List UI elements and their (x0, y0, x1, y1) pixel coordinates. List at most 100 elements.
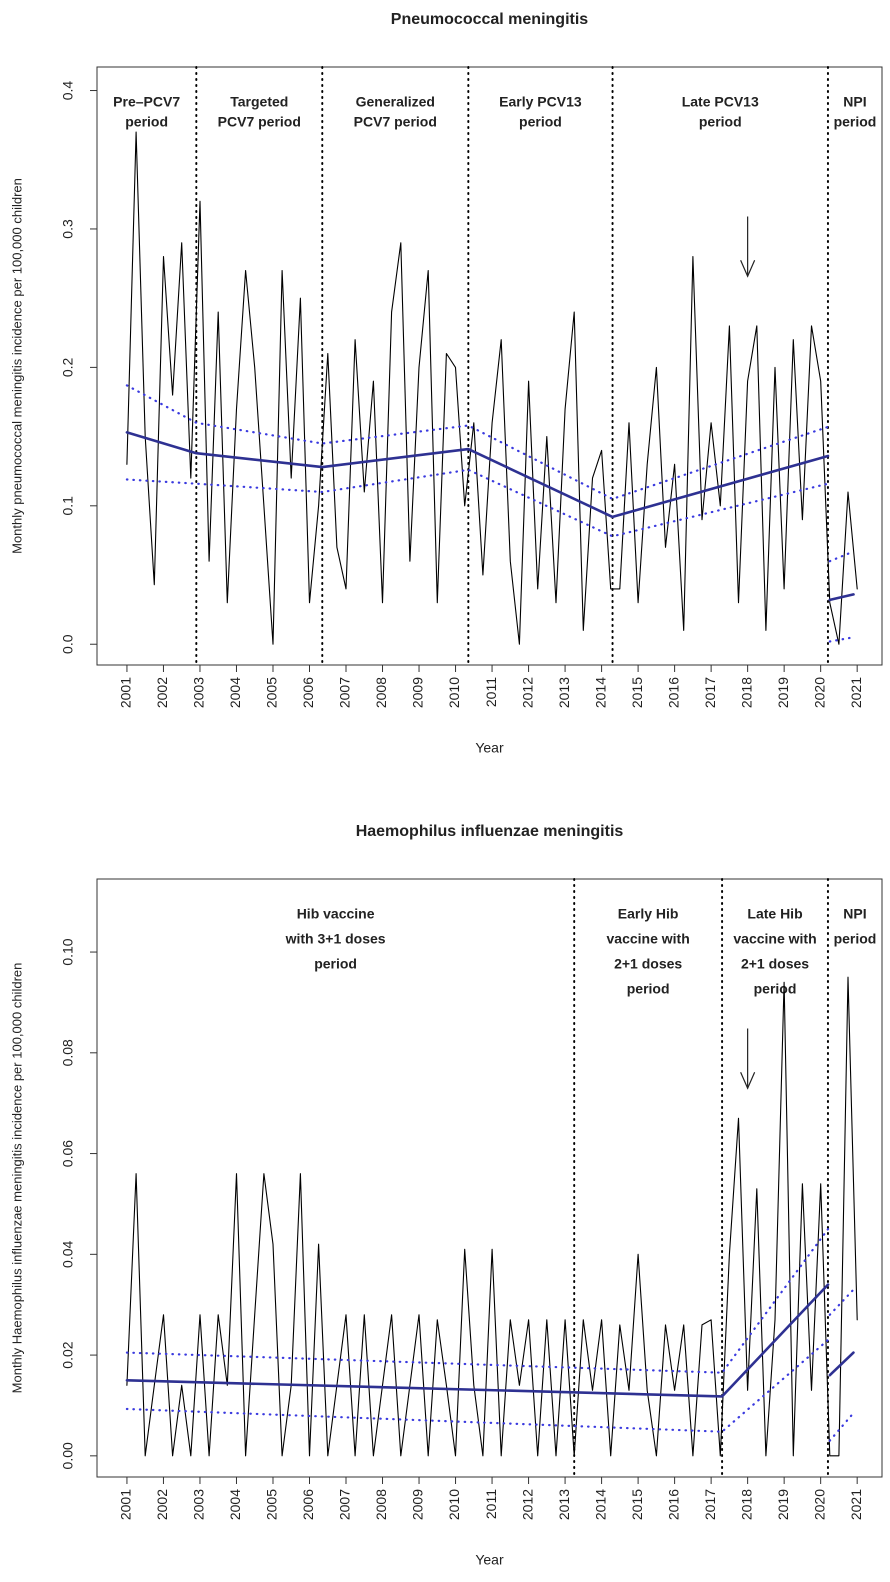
x-tick-label: 2011 (483, 677, 499, 707)
trend-line (125, 431, 830, 519)
x-tick-label: 2002 (154, 1489, 170, 1520)
x-tick-label: 2019 (775, 1489, 791, 1520)
period-label: period (834, 931, 877, 947)
x-tick-label: 2009 (410, 677, 426, 708)
period-label: Pre–PCV7 (113, 94, 180, 110)
x-axis-label: Year (475, 1552, 504, 1568)
x-tick-label: 2004 (227, 1489, 243, 1520)
x-tick-label: 2002 (154, 677, 170, 708)
confidence-line (125, 1228, 830, 1374)
x-tick-label: 2007 (337, 677, 353, 708)
x-tick-label: 2017 (702, 1489, 718, 1520)
x-tick-label: 2014 (592, 1489, 608, 1520)
x-tick-label: 2008 (373, 1489, 389, 1520)
x-tick-label: 2005 (264, 677, 280, 708)
y-tick-label: 0.00 (60, 1442, 76, 1469)
period-label: period (627, 981, 670, 997)
arrow-head (740, 1072, 756, 1090)
x-tick-label: 2001 (118, 1489, 134, 1520)
period-label: PCV7 period (354, 114, 437, 130)
x-tick-label: 2014 (592, 677, 608, 708)
period-label: period (754, 981, 797, 997)
arrow-head (740, 260, 756, 278)
period-label: PCV7 period (218, 114, 301, 130)
x-tick-label: 2007 (337, 1489, 353, 1520)
confidence-line (125, 468, 830, 538)
x-tick-label: 2012 (519, 677, 535, 708)
x-tick-label: 2019 (775, 677, 791, 708)
confidence-line (828, 550, 855, 563)
period-label: 2+1 doses (741, 956, 809, 972)
y-tick-label: 0.3 (60, 219, 76, 239)
confidence-line (828, 1288, 855, 1316)
y-tick-label: 0.04 (60, 1240, 76, 1267)
trend-line (125, 1283, 830, 1398)
x-tick-label: 2020 (811, 1489, 827, 1520)
x-tick-label: 2006 (300, 1489, 316, 1520)
x-tick-label: 2018 (738, 1489, 754, 1520)
y-tick-label: 0.4 (60, 81, 76, 101)
x-tick-label: 2010 (446, 1489, 462, 1520)
period-label: Early Hib (618, 906, 679, 922)
x-tick-label: 2009 (410, 1489, 426, 1520)
x-tick-label: 2003 (191, 1489, 207, 1520)
period-label: period (519, 114, 562, 130)
x-tick-label: 2021 (848, 1489, 864, 1520)
trend-line (828, 1351, 855, 1377)
confidence-line (828, 1411, 855, 1442)
y-axis-label: Monthly pneumococcal meningitis incidenc… (9, 178, 24, 554)
y-tick-label: 0.08 (60, 1039, 76, 1066)
confidence-line (828, 636, 855, 643)
x-tick-label: 2015 (629, 677, 645, 708)
incidence-line (126, 131, 858, 645)
x-tick-label: 2004 (227, 677, 243, 708)
confidence-line (125, 384, 830, 500)
x-axis-label: Year (475, 740, 504, 756)
plot-frame (96, 66, 883, 666)
chart-title: Pneumococcal meningitis (391, 11, 588, 28)
arrow (740, 216, 756, 278)
period-label: Late PCV13 (682, 94, 759, 110)
period-label: period (125, 114, 168, 130)
chart-title: Haemophilus influenzae meningitis (356, 823, 624, 840)
x-tick-label: 2020 (811, 677, 827, 708)
period-label: NPI (843, 906, 866, 922)
confidence-line (125, 1338, 830, 1433)
x-tick-label: 2008 (373, 677, 389, 708)
x-tick-label: 2017 (702, 677, 718, 708)
period-label: vaccine with (607, 931, 690, 947)
incidence-line (126, 976, 858, 1457)
period-label: Early PCV13 (499, 94, 582, 110)
period-label: period (699, 114, 742, 130)
period-label: period (314, 956, 357, 972)
period-label: Generalized (356, 94, 435, 110)
period-label: NPI (843, 94, 866, 110)
trend-line (828, 593, 855, 602)
x-tick-label: 2005 (264, 1489, 280, 1520)
period-label: Late Hib (747, 906, 802, 922)
x-tick-label: 2001 (118, 677, 134, 708)
period-label: vaccine with (733, 931, 816, 947)
x-tick-label: 2013 (556, 1489, 572, 1520)
x-tick-label: 2015 (629, 1489, 645, 1520)
x-tick-label: 2016 (665, 1489, 681, 1520)
period-label: 2+1 doses (614, 956, 682, 972)
x-tick-label: 2011 (483, 1489, 499, 1519)
arrow (740, 1028, 756, 1090)
y-tick-label: 0.0 (60, 634, 76, 654)
period-label: Targeted (230, 94, 288, 110)
plot-frame (96, 878, 883, 1478)
period-label: with 3+1 doses (285, 931, 386, 947)
y-tick-label: 0.2 (60, 357, 76, 377)
x-tick-label: 2010 (446, 677, 462, 708)
x-tick-label: 2016 (665, 677, 681, 708)
x-tick-label: 2013 (556, 677, 572, 708)
x-tick-label: 2006 (300, 677, 316, 708)
y-tick-label: 0.10 (60, 938, 76, 965)
y-tick-label: 0.02 (60, 1341, 76, 1368)
y-axis-label: Monthly Haemophilus influenzae meningiti… (9, 963, 24, 1394)
x-tick-label: 2003 (191, 677, 207, 708)
period-label: Hib vaccine (297, 906, 375, 922)
